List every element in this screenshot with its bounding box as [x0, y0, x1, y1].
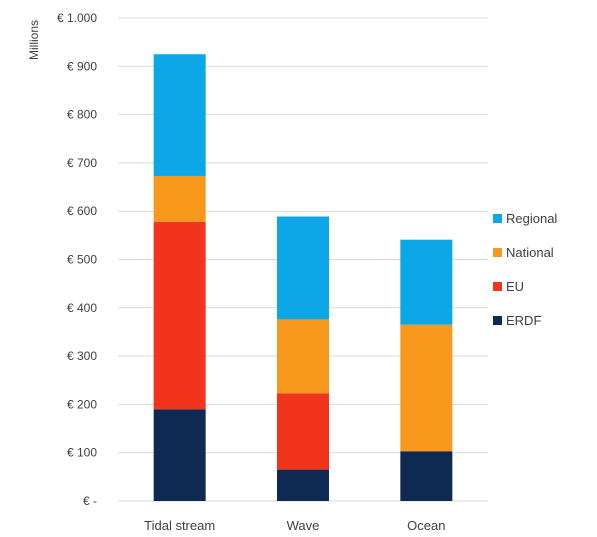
bars [153, 54, 453, 501]
y-axis-label: Millions [27, 20, 41, 60]
legend: Regional National EU ERDF [493, 211, 557, 328]
bar-segment-national [153, 175, 206, 222]
bar-segment-erdf [400, 451, 453, 501]
legend-swatch-erdf [493, 316, 502, 325]
legend-swatch-national [493, 248, 502, 257]
legend-label: Regional [506, 211, 557, 226]
x-axis-categories: Tidal stream Wave Ocean [144, 518, 445, 533]
x-category-label: Tidal stream [144, 518, 215, 533]
legend-swatch-eu [493, 282, 502, 291]
legend-label: National [506, 245, 554, 260]
x-category-label: Wave [287, 518, 320, 533]
bar-segment-eu [153, 221, 206, 410]
y-axis-ticks: € - € 100 € 200 € 300 € 400 € 500 € 600 € 700 € … [57, 11, 97, 508]
y-tick-label: € 600 [67, 204, 97, 218]
y-tick-label: € 800 [67, 108, 97, 122]
bar-segment-national [400, 324, 453, 452]
legend-label: EU [506, 279, 524, 294]
bar-segment-eu [277, 393, 329, 470]
bar-segment-regional [153, 54, 206, 176]
bar-segment-erdf [277, 469, 329, 501]
legend-label: ERDF [506, 313, 541, 328]
bar-segment-national [277, 319, 329, 394]
y-tick-label: € 700 [67, 156, 97, 170]
y-tick-label: € 100 [67, 446, 97, 460]
y-tick-label: € 200 [67, 397, 97, 411]
y-tick-label: € 300 [67, 349, 97, 363]
legend-swatch-regional [493, 214, 502, 223]
x-category-label: Ocean [407, 518, 445, 533]
bar-segment-regional [277, 216, 329, 320]
y-tick-label: € 1.000 [57, 11, 97, 25]
bar-segment-erdf [153, 409, 206, 501]
y-tick-label: € 500 [67, 253, 97, 267]
y-tick-label: € - [83, 494, 97, 508]
y-tick-label: € 400 [67, 301, 97, 315]
y-tick-label: € 900 [67, 59, 97, 73]
bar-segment-regional [400, 239, 453, 325]
